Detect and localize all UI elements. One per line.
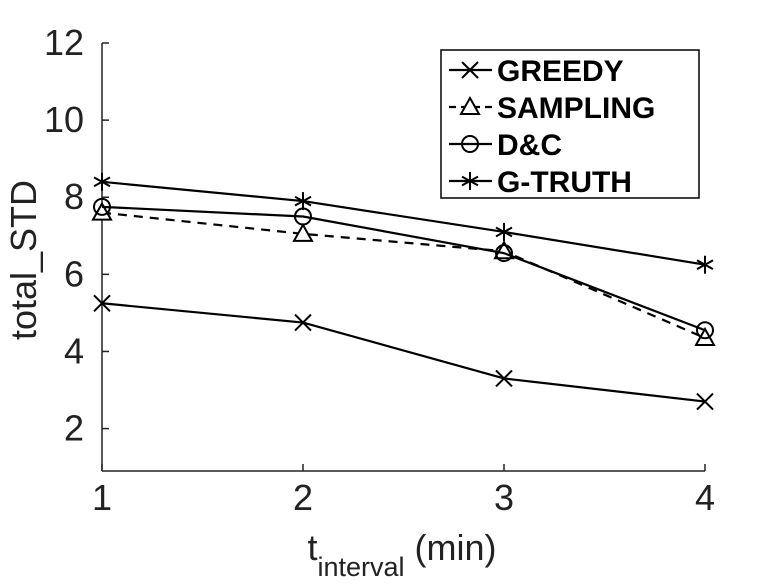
series-line-greedy [101,302,706,403]
data-point-g-truth [93,172,111,191]
x-tick-label: 2 [293,477,313,518]
legend-marker-d-c [461,135,479,153]
x-axis-label-main: t [307,527,317,568]
legend-label-sampling: SAMPLING [497,92,655,125]
data-point-g-truth [696,255,714,274]
y-tick-label: 10 [44,99,84,140]
series-layer [91,172,716,411]
legend-label-greedy: GREEDY [497,55,624,88]
series-d-c [93,197,714,340]
series-sampling [91,201,716,346]
y-axis-label: total_STD [3,180,44,340]
legend-marker-g-truth [461,172,479,190]
data-point-sampling [694,326,716,346]
legend-item-greedy: GREEDY [449,55,624,88]
y-tick-label: 4 [64,330,84,371]
data-point-greedy [93,294,111,312]
data-point-d-c [495,244,513,263]
legend-marker-sampling [459,95,481,115]
data-point-greedy [495,369,513,388]
legend: GREEDY SAMPLING D&C G-TRUTH [440,49,700,199]
series-line-g-truth [101,180,706,266]
legend-item-sampling: SAMPLING [449,92,655,125]
y-tick-label: 12 [44,22,84,63]
data-point-d-c [93,197,111,216]
x-axis-label-subscript: interval [317,552,404,582]
data-point-sampling [91,201,113,221]
y-tick-label: 6 [64,253,84,294]
data-point-sampling [292,222,314,242]
x-axis-label: tinterval (min) [307,527,496,582]
data-point-g-truth [294,192,312,211]
legend-item-g-truth: G-TRUTH [449,166,632,199]
y-tick-label: 2 [64,408,84,449]
series-line-sampling [101,211,706,339]
series-g-truth [93,172,714,274]
x-axis-label-suffix: (min) [405,527,497,568]
legend-label-g-truth: G-TRUTH [497,166,632,199]
legend-marker-greedy [461,61,479,79]
data-point-d-c [696,321,714,340]
series-greedy [93,294,714,411]
x-tick-label: 3 [494,477,514,518]
legend-box [440,49,700,199]
data-point-g-truth [495,222,513,241]
legend-item-d-c: D&C [449,129,562,162]
x-tick-label: 1 [92,477,112,518]
data-point-greedy [696,392,714,411]
series-line-d-c [101,205,706,332]
x-tick-label: 4 [695,477,715,518]
data-point-greedy [294,313,312,332]
y-tick-label: 8 [64,176,84,217]
legend-label-d-c: D&C [497,129,562,162]
